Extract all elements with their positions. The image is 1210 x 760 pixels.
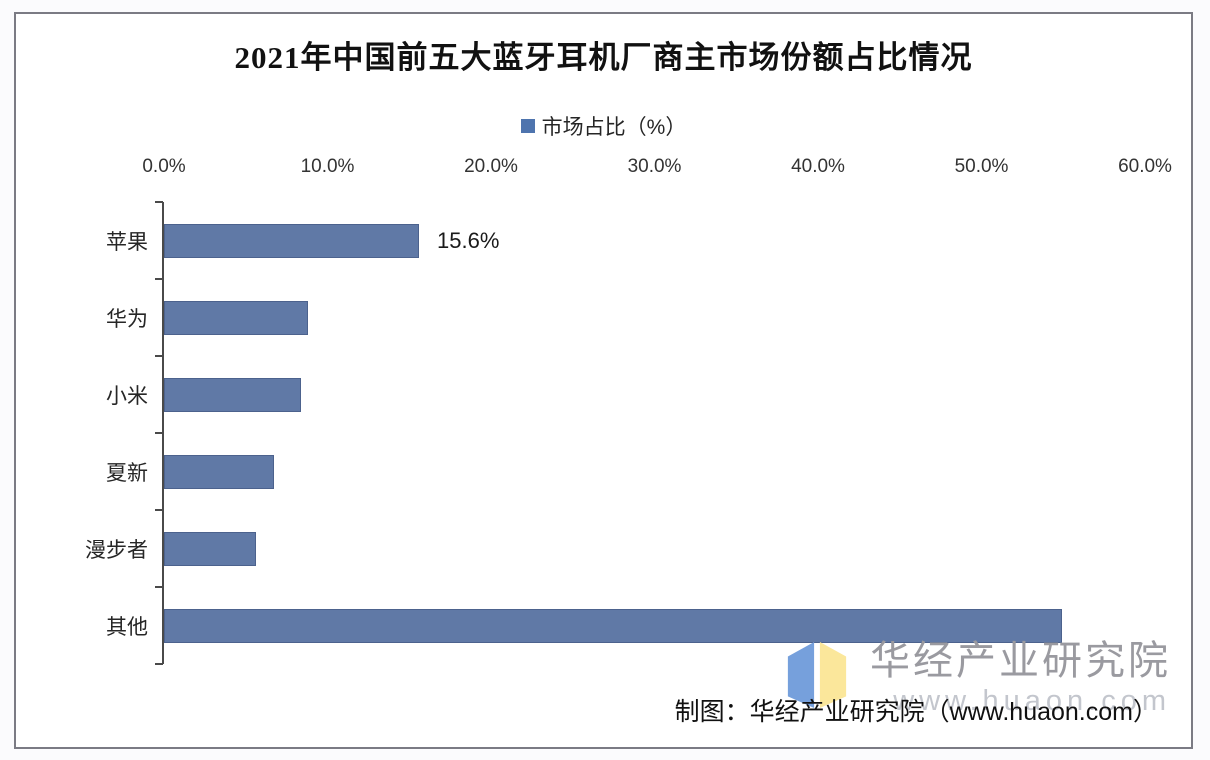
y-axis-line: [162, 202, 164, 664]
x-axis-tick-label: 20.0%: [464, 156, 518, 177]
x-axis-tick-label: 0.0%: [142, 156, 186, 177]
y-axis-tick: [155, 355, 163, 357]
y-axis-tick: [155, 663, 163, 665]
bar-row: 夏新: [106, 433, 1145, 510]
y-axis-tick: [155, 586, 163, 588]
bar: [164, 608, 1062, 643]
plot-area: 苹果 15.6% 华为小米夏新漫步者其他: [85, 201, 1145, 665]
legend-label: 市场占比（%）: [541, 116, 687, 139]
x-axis-tick-label: 10.0%: [300, 156, 355, 177]
category-label: 漫步者: [85, 538, 148, 562]
bar: [164, 223, 420, 258]
y-axis-tick: [155, 432, 163, 434]
chart-credit: 制图：华经产业研究院（www.huaon.com）: [674, 698, 1158, 726]
watermark: 华经产业研究院 www.huaon.com: [784, 638, 1171, 734]
category-label: 其他: [106, 615, 148, 639]
y-axis-tick: [155, 278, 163, 280]
legend: 市场占比（%）: [16, 110, 1191, 142]
x-axis-tick-label: 30.0%: [627, 156, 682, 177]
bar-data-label: 15.6%: [437, 227, 500, 253]
bar: [164, 531, 256, 566]
legend-swatch-icon: [520, 119, 535, 133]
watermark-url: www.huaon.com: [893, 685, 1171, 717]
watermark-name: 华经产业研究院: [870, 639, 1171, 683]
chart-title: 2021年中国前五大蓝牙耳机厂商主市场份额占比情况: [234, 40, 973, 75]
bar-row: 小米: [106, 356, 1145, 433]
bar-row: 漫步者: [85, 510, 1145, 587]
category-label: 夏新: [106, 461, 148, 485]
watermark-text: 华经产业研究院 www.huaon.com: [870, 638, 1171, 718]
category-label: 小米: [106, 384, 148, 408]
x-axis-tick-label: 60.0%: [1118, 156, 1172, 177]
x-axis-tick-label: 40.0%: [791, 156, 845, 177]
chart-card: 2021年中国前五大蓝牙耳机厂商主市场份额占比情况 市场占比（%） 0.0% 10…: [14, 12, 1193, 749]
category-label: 华为: [106, 307, 148, 331]
y-axis-tick: [155, 201, 163, 203]
huaon-logo-icon: [787, 642, 847, 708]
x-axis-tick-label: 50.0%: [954, 156, 1009, 177]
y-axis-tick: [155, 509, 163, 511]
category-label: 苹果: [106, 230, 148, 254]
x-axis-labels: 0.0% 10.0% 20.0% 30.0% 40.0% 50.0% 60.0%: [142, 156, 1172, 184]
bar-row: 华为: [106, 279, 1145, 356]
bar-row: 苹果 15.6%: [106, 202, 1145, 279]
bar: [164, 454, 274, 489]
bar: [164, 300, 308, 335]
bar: [164, 377, 302, 412]
bar-row: 其他: [106, 587, 1145, 664]
